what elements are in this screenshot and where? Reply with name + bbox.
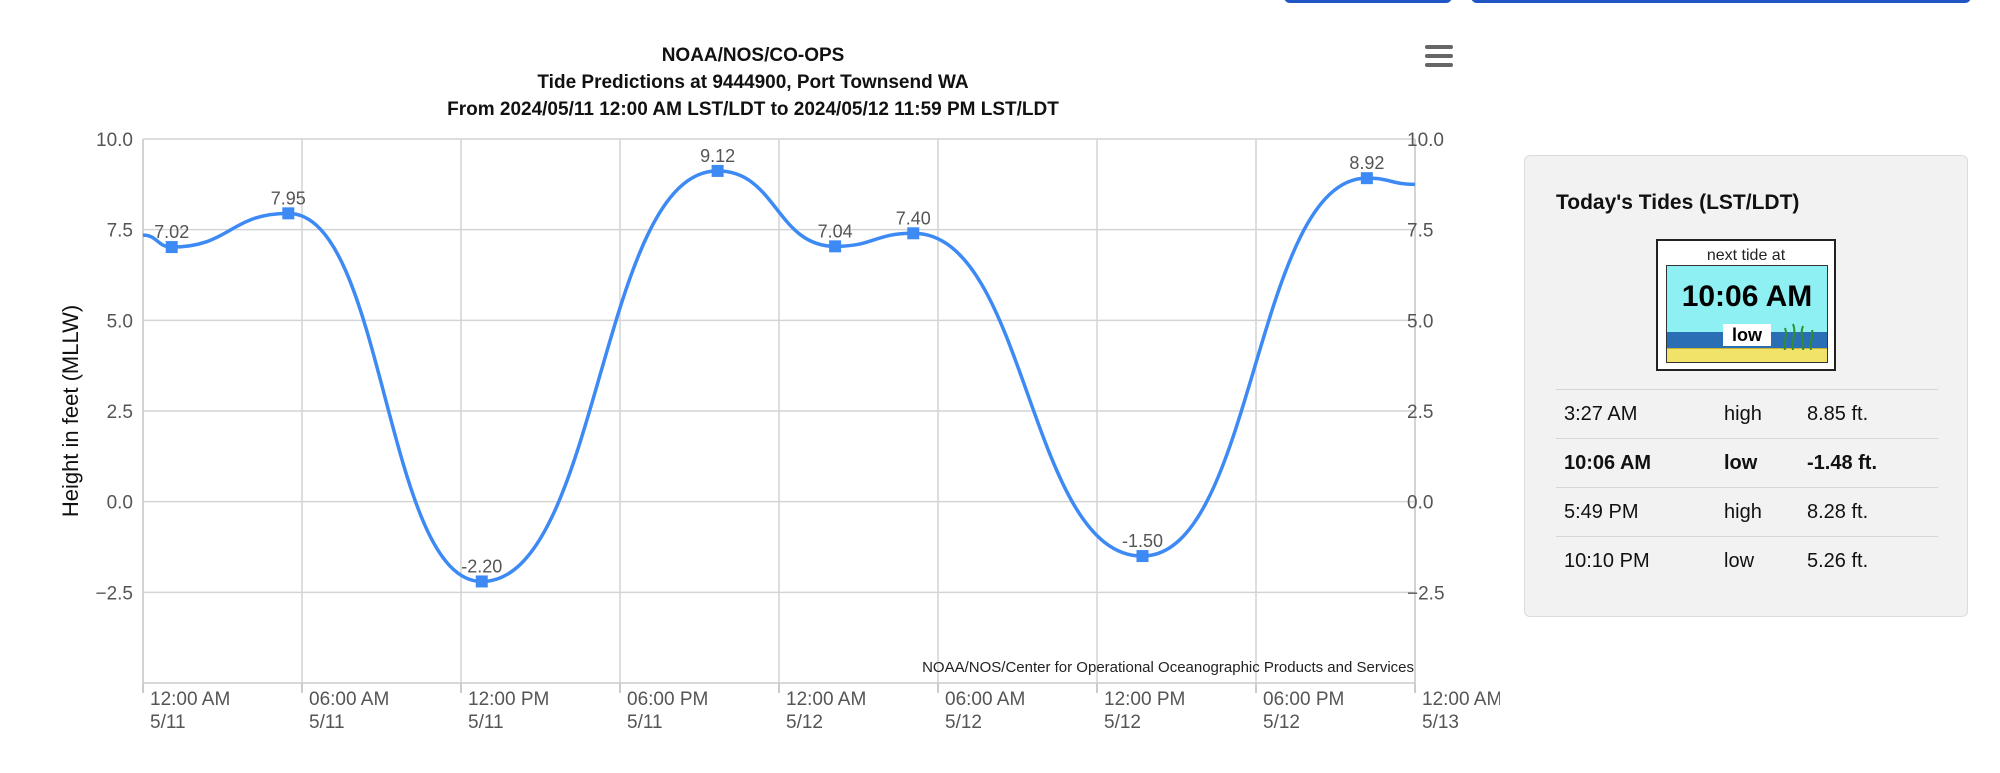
- y-tick-label-left: 2.5: [107, 402, 133, 423]
- tide-point-marker[interactable]: [907, 227, 920, 240]
- tide-time: 10:06 AM: [1564, 452, 1652, 474]
- tide-point-label: 7.40: [896, 208, 931, 228]
- tide-series: 7.02 7.95 -2.20 9.12 7.04 7.40 -1.50 8.92: [142, 146, 1416, 588]
- tide-point-marker[interactable]: [1360, 172, 1373, 185]
- menu-bar-top: [1425, 45, 1453, 49]
- tide-point-marker[interactable]: [829, 240, 842, 253]
- x-tick-label-date: 5/11: [468, 712, 504, 733]
- tide-point-marker[interactable]: [475, 575, 488, 588]
- tide-time: 5:49 PM: [1564, 501, 1639, 523]
- todays-tides-title: Today's Tides (LST/LDT): [1556, 191, 1800, 214]
- x-tick-label-date: 5/11: [150, 712, 186, 733]
- y-tick-label-left: 7.5: [107, 221, 133, 242]
- x-tick-label-time: 12:00 AM: [1422, 689, 1500, 710]
- todays-tides-panel: Today's Tides (LST/LDT) next tide at 10:…: [1524, 155, 1968, 617]
- menu-bar-middle: [1425, 54, 1453, 58]
- y-tick-label-left: 5.0: [107, 311, 133, 332]
- y-axis-right-ticks: 10.0 7.5 5.0 2.5 0.0 −2.5: [1407, 130, 1445, 604]
- tide-point-label: 7.95: [271, 188, 306, 208]
- y-tick-label-right: −2.5: [1407, 583, 1445, 604]
- tide-height: -1.48 ft.: [1807, 452, 1878, 474]
- tide-type: low: [1724, 550, 1755, 572]
- x-tick-label-date: 5/11: [627, 712, 663, 733]
- next-tide-widget: next tide at 10:06 AM low: [1656, 239, 1836, 371]
- next-tide-screen: 10:06 AM low: [1666, 265, 1828, 363]
- tide-point-label: -2.20: [461, 556, 502, 576]
- tide-height: 5.26 ft.: [1807, 550, 1869, 572]
- x-tick-label-time: 06:00 AM: [945, 689, 1025, 710]
- y-tick-label-right: 7.5: [1407, 221, 1433, 242]
- x-tick-label-time: 06:00 PM: [1263, 689, 1344, 710]
- x-tick-label-date: 5/12: [1263, 712, 1300, 733]
- tide-time: 10:10 PM: [1564, 550, 1650, 572]
- tide-type: low: [1724, 452, 1758, 474]
- y-tick-label-right: 2.5: [1407, 402, 1433, 423]
- chart-menu-button[interactable]: [1424, 43, 1454, 67]
- sand-band: [1667, 348, 1827, 362]
- tide-point-label: 7.04: [818, 221, 853, 241]
- y-axis-left-ticks: 10.0 7.5 5.0 2.5 0.0 −2.5: [95, 130, 133, 604]
- chart-title: NOAA/NOS/CO-OPS: [662, 45, 845, 66]
- seaweed-icon: [1783, 323, 1814, 350]
- tide-height: 8.85 ft.: [1807, 403, 1869, 425]
- y-tick-label-right: 5.0: [1407, 311, 1433, 332]
- tide-height: 8.28 ft.: [1807, 501, 1869, 523]
- tide-chart: NOAA/NOS/CO-OPS Tide Predictions at 9444…: [58, 43, 1500, 733]
- x-tick-label-time: 12:00 PM: [1104, 689, 1185, 710]
- y-tick-label-left: 0.0: [107, 493, 133, 514]
- tide-row: 10:10 PM low 5.26 ft.: [1556, 536, 1938, 585]
- tide-point-label: 8.92: [1349, 153, 1384, 173]
- tide-row: 3:27 AM high 8.85 ft.: [1556, 389, 1938, 438]
- tide-curve: [142, 169, 1416, 584]
- tides-table: 3:27 AM high 8.85 ft. 10:06 AM low -1.48 ft. 5…: [1556, 389, 1938, 585]
- chart-subtitle-range: From 2024/05/11 12:00 AM LST/LDT to 2024…: [447, 99, 1059, 120]
- top-button-left[interactable]: [1284, 0, 1452, 3]
- tide-type: high: [1724, 403, 1762, 425]
- tide-point-label: 7.02: [154, 222, 189, 242]
- tide-row: 10:06 AM low -1.48 ft.: [1556, 438, 1938, 487]
- tide-point-marker[interactable]: [1136, 550, 1149, 563]
- tide-point-label: 9.12: [700, 146, 735, 166]
- x-tick-label-date: 5/11: [309, 712, 345, 733]
- tide-time: 3:27 AM: [1564, 403, 1638, 425]
- tide-row: 5:49 PM high 8.28 ft.: [1556, 487, 1938, 536]
- y-tick-label-left: −2.5: [95, 583, 133, 604]
- tide-point-marker[interactable]: [165, 241, 178, 254]
- x-gridlines: [142, 139, 1416, 693]
- x-tick-label-date: 5/12: [786, 712, 823, 733]
- tide-point-label: -1.50: [1122, 531, 1163, 551]
- y-axis-label: Height in feet (MLLW): [58, 305, 83, 517]
- next-tide-state: low: [1723, 324, 1771, 346]
- top-button-right[interactable]: [1471, 0, 1971, 3]
- x-tick-label-time: 12:00 PM: [468, 689, 549, 710]
- menu-bar-bottom: [1425, 63, 1453, 67]
- tide-type: high: [1724, 501, 1762, 523]
- x-tick-label-time: 12:00 AM: [786, 689, 866, 710]
- x-tick-label-time: 12:00 AM: [150, 689, 230, 710]
- x-tick-label-time: 06:00 PM: [627, 689, 708, 710]
- x-tick-label-date: 5/12: [1104, 712, 1141, 733]
- x-tick-label-date: 5/13: [1422, 712, 1459, 733]
- y-tick-label-right: 10.0: [1407, 130, 1444, 151]
- y-tick-label-left: 10.0: [96, 130, 133, 151]
- tide-point-marker[interactable]: [711, 164, 724, 177]
- x-tick-label-time: 06:00 AM: [309, 689, 389, 710]
- tide-point-marker[interactable]: [282, 207, 295, 220]
- y-tick-label-right: 0.0: [1407, 493, 1433, 514]
- x-tick-label-date: 5/12: [945, 712, 982, 733]
- next-tide-caption: next tide at: [1706, 247, 1786, 264]
- chart-credit: NOAA/NOS/Center for Operational Oceanogr…: [922, 659, 1414, 676]
- chart-subtitle-station: Tide Predictions at 9444900, Port Townse…: [537, 72, 968, 93]
- next-tide-time: 10:06 AM: [1681, 280, 1813, 313]
